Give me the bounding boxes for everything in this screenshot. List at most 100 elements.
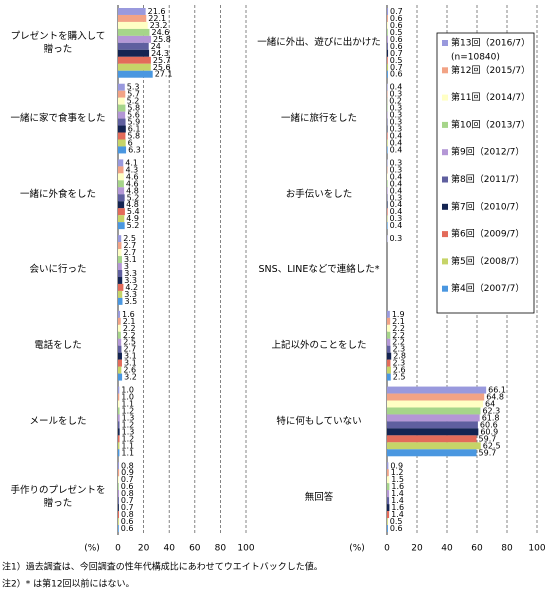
bar — [387, 338, 391, 346]
value-label: 0.4 — [390, 200, 403, 209]
value-label: 0.5 — [390, 28, 403, 37]
value-label: 0.8 — [121, 461, 134, 470]
value-label: 0.9 — [121, 468, 134, 477]
bar — [118, 215, 125, 223]
value-label: 0.7 — [390, 49, 403, 58]
value-label: 0.7 — [390, 7, 403, 16]
bar — [118, 49, 150, 57]
x-tick-label: 0 — [115, 544, 121, 554]
bar — [387, 317, 391, 325]
note: 注2）* は第12回以前にはない。 — [2, 578, 135, 590]
value-label: 5.8 — [127, 104, 140, 113]
value-label: 2.1 — [123, 317, 136, 326]
value-label: 3.3 — [124, 276, 137, 285]
bar — [387, 63, 389, 71]
value-label: 62.5 — [483, 441, 501, 450]
value-label: 25.6 — [153, 63, 171, 72]
value-label: 0.6 — [390, 35, 403, 44]
value-label: 2.2 — [392, 324, 405, 333]
value-label: 66.1 — [488, 386, 506, 395]
bar — [118, 393, 120, 401]
bar — [387, 28, 388, 36]
legend-label: 第12回（2015/7） — [451, 64, 530, 76]
x-tick-label: 80 — [501, 544, 513, 554]
bar — [118, 449, 120, 457]
bar — [387, 49, 389, 57]
bar — [118, 104, 126, 112]
bar — [387, 469, 389, 477]
value-label: 2.2 — [392, 331, 405, 340]
bar — [387, 70, 388, 78]
value-label: 3.1 — [124, 359, 137, 368]
value-label: 4.6 — [126, 179, 139, 188]
bar — [387, 324, 391, 332]
category-label-text: 上記以外のことをした — [271, 340, 367, 352]
value-label: 5.2 — [127, 97, 140, 106]
bar — [118, 70, 153, 78]
bar — [118, 497, 119, 505]
category-label-text: メールをした — [29, 415, 87, 427]
bar — [387, 407, 481, 415]
value-label: 0.3 — [389, 234, 402, 243]
bar — [118, 525, 119, 532]
bar — [118, 407, 120, 415]
legend-note: (n=10840) — [451, 53, 500, 63]
value-label: 25.8 — [153, 35, 171, 44]
value-label: 1.4 — [391, 496, 404, 505]
value-label: 2.2 — [392, 338, 405, 347]
value-label: 0.7 — [390, 63, 403, 72]
value-label: 3.1 — [124, 352, 137, 361]
value-label: 0.4 — [390, 179, 403, 188]
bar — [118, 442, 120, 450]
category-label: プレゼントを購入して 贈った — [11, 31, 106, 55]
category-label: 会いに行った — [29, 264, 86, 275]
value-label: 3 — [124, 262, 129, 271]
bar — [387, 8, 389, 15]
bar — [118, 249, 122, 257]
value-label: 0.3 — [389, 111, 402, 120]
value-label: 0.6 — [121, 482, 134, 491]
bar — [118, 366, 122, 374]
x-tick-label: 60 — [189, 544, 201, 554]
value-label: 0.4 — [390, 186, 403, 195]
legend-label: 第13回（2016/7） — [451, 37, 530, 49]
bar — [118, 201, 125, 209]
value-label: 2.5 — [393, 373, 406, 382]
category-label-text: 特に何もしていない — [276, 415, 362, 427]
legend-label: 第7回（2010/7） — [451, 200, 524, 212]
bar — [387, 511, 390, 519]
value-label: 0.4 — [390, 138, 403, 147]
value-label: 1.6 — [391, 482, 404, 491]
bar — [387, 414, 480, 422]
value-label: 0.6 — [121, 524, 134, 533]
category-label-text: 一緒に旅行をした — [280, 113, 357, 125]
value-label: 0.6 — [390, 42, 403, 51]
bar — [387, 504, 390, 512]
legend-label: 第4回（2007/7） — [451, 282, 524, 294]
value-label: 0.7 — [121, 496, 134, 505]
bar — [118, 421, 120, 429]
value-label: 2.3 — [392, 359, 405, 368]
value-label: 0.7 — [121, 475, 134, 484]
bar — [387, 359, 391, 367]
bar — [387, 173, 388, 181]
bar — [387, 222, 388, 230]
note: 注1）過去調査は、今回調査の性年代構成比にあわせてウエイトバックした値。 — [2, 561, 323, 573]
value-label: 1.0 — [121, 386, 134, 395]
bar — [387, 146, 388, 154]
bar — [387, 366, 391, 374]
value-label: 5.2 — [127, 221, 140, 230]
value-label: 0.6 — [390, 14, 403, 23]
value-label: 3.2 — [124, 373, 137, 382]
bar — [118, 317, 121, 325]
value-label: 1.6 — [391, 503, 404, 512]
value-label: 0.6 — [390, 70, 403, 79]
bar — [387, 21, 388, 29]
bar — [387, 476, 390, 484]
value-label: 59.7 — [479, 448, 497, 457]
bar — [387, 42, 388, 50]
legend-label: 第9回（2012/7） — [451, 146, 524, 158]
category-label-text: SNS、LINEなどで連絡した* — [258, 264, 380, 276]
bar — [118, 297, 123, 305]
x-tick-label: 80 — [215, 544, 227, 554]
